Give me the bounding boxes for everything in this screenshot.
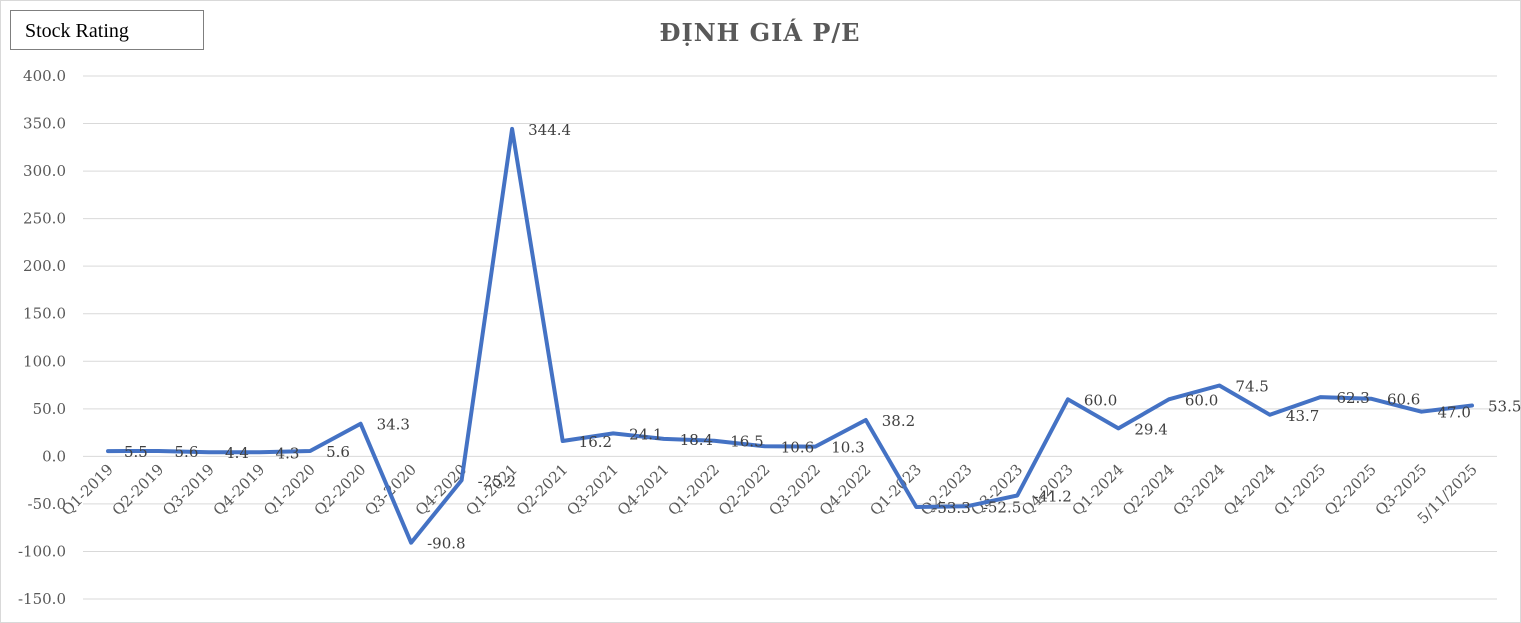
- x-tick-label: Q3-2019: [159, 460, 218, 519]
- x-tick-label: Q4-2019: [210, 460, 269, 519]
- data-label: 10.6: [781, 438, 814, 456]
- y-tick-label: 100.0: [23, 352, 66, 370]
- data-label: 43.7: [1286, 407, 1319, 425]
- data-label: 47.0: [1437, 404, 1470, 422]
- y-tick-label: 300.0: [23, 162, 66, 180]
- stock-rating-badge: Stock Rating: [10, 10, 204, 50]
- data-label: 29.4: [1134, 420, 1167, 438]
- data-label: 4.4: [225, 444, 249, 462]
- pe-series-line: [106, 126, 1474, 545]
- x-tick-label: Q3-2021: [563, 460, 622, 519]
- x-tick-label: Q1-2022: [664, 460, 723, 519]
- x-tick-label: Q2-2024: [1119, 460, 1178, 519]
- y-tick-label: 150.0: [23, 305, 66, 323]
- y-tick-label: 50.0: [33, 400, 66, 418]
- x-tick-label: Q3-2022: [765, 460, 824, 519]
- y-tick-label: 0.0: [42, 447, 66, 465]
- data-label: -90.8: [427, 535, 465, 553]
- y-axis-ticks: 400.0 350.0 300.0 250.0 200.0 150.0 100.0 50.0 0…: [18, 67, 66, 608]
- data-label: 34.3: [377, 416, 410, 434]
- data-labels: 5.5 5.6 4.4 4.3 5.6 34.3 -90.8 -25.2 344.4 16.2 24…: [124, 121, 1521, 553]
- data-label: 10.3: [831, 439, 864, 457]
- data-label: 62.3: [1336, 389, 1369, 407]
- data-label: 38.2: [882, 412, 915, 430]
- x-tick-label: Q2-2025: [1321, 460, 1380, 519]
- data-label: 5.5: [124, 443, 148, 461]
- data-label: 60.0: [1084, 391, 1117, 409]
- x-tick-label: Q2-2020: [311, 460, 370, 519]
- data-label: 53.5: [1488, 397, 1521, 415]
- x-tick-label: Q1-2020: [260, 460, 319, 519]
- y-tick-label: 250.0: [23, 210, 66, 228]
- y-tick-label: -150.0: [18, 590, 66, 608]
- data-label: -52.5: [983, 498, 1021, 516]
- data-label: 4.3: [276, 444, 300, 462]
- x-tick-label: Q2-2019: [109, 460, 168, 519]
- chart-title: ĐỊNH GIÁ P/E: [659, 18, 861, 47]
- x-tick-label: Q4-2022: [816, 460, 875, 519]
- x-tick-label: Q4-2024: [1220, 460, 1279, 519]
- y-tick-label: -100.0: [18, 542, 66, 560]
- x-tick-label: Q3-2024: [1169, 460, 1228, 519]
- data-label: 16.5: [730, 433, 763, 451]
- data-label: -41.2: [1033, 488, 1071, 506]
- data-label: -53.3: [932, 499, 970, 517]
- y-tick-label: -50.0: [28, 495, 66, 513]
- data-label: 18.4: [680, 431, 713, 449]
- y-tick-label: 350.0: [23, 115, 66, 133]
- x-tick-label: Q1-2019: [58, 460, 117, 519]
- x-tick-label: Q2-2022: [715, 460, 774, 519]
- series-line: [106, 126, 1474, 545]
- y-tick-label: 400.0: [23, 67, 66, 85]
- x-tick-label: Q1-2024: [1068, 460, 1127, 519]
- data-label: 16.2: [579, 433, 612, 451]
- x-tick-label: Q2-2021: [513, 460, 572, 519]
- data-label: -25.2: [478, 472, 516, 490]
- x-tick-label: Q1-2025: [1271, 460, 1330, 519]
- x-axis-ticks: Q1-2019Q2-2019Q3-2019Q4-2019Q1-2020Q2-20…: [58, 460, 1481, 527]
- stock-rating-label: Stock Rating: [25, 20, 129, 42]
- data-label: 60.6: [1387, 391, 1420, 409]
- data-label: 344.4: [528, 121, 571, 139]
- data-label: 74.5: [1235, 378, 1268, 396]
- y-tick-label: 200.0: [23, 257, 66, 275]
- x-tick-label: Q4-2021: [614, 460, 673, 519]
- data-label: 5.6: [326, 443, 350, 461]
- data-label: 60.0: [1185, 391, 1218, 409]
- data-label: 24.1: [629, 425, 662, 443]
- gridlines: [83, 75, 1497, 600]
- data-label: 5.6: [175, 443, 199, 461]
